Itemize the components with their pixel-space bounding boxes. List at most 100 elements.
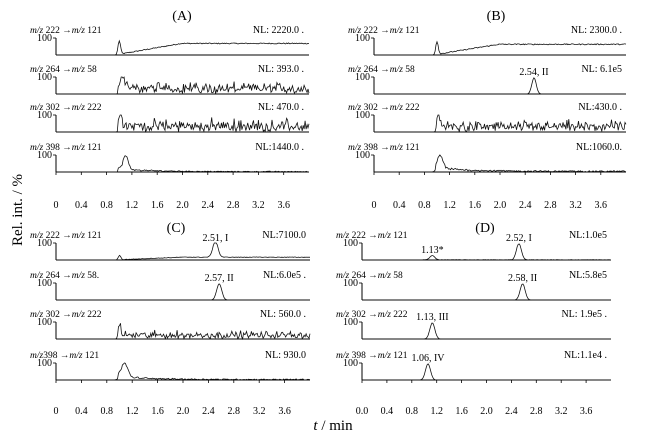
- transition-part: 302 →: [361, 103, 390, 113]
- chart-panel-d: (D)m/z 222 →m/z 121 NL:1.0e51001.13*2.52,…: [336, 221, 612, 417]
- transition-part: 398 →: [43, 351, 69, 361]
- transition-part: m/z: [378, 271, 392, 281]
- transition-part: m/z: [30, 231, 44, 241]
- transition-part: m/z: [30, 310, 44, 320]
- x-axis-ticks: 0 0.4 0.8 1.2 1.6 2.0 2.4 2.8 3.2 3.6: [54, 172, 290, 211]
- x-tick-label: 2.8: [227, 200, 240, 211]
- transition-part: 222: [85, 310, 102, 320]
- peak-label: 1.13*: [421, 245, 444, 256]
- trace-1: m/z 222 →m/z 121 NL:1.0e5 100 1.13* 2.52, I: [336, 230, 612, 261]
- transition-part: m/z: [378, 310, 392, 320]
- x-tick-label: 3.6: [595, 200, 608, 211]
- transition-part: m/z: [336, 231, 350, 241]
- transition-part: 121: [403, 143, 420, 153]
- y-tick-label: 100: [37, 317, 52, 328]
- transition-part: 222 →: [43, 231, 72, 241]
- transition-part: m/z: [30, 143, 44, 153]
- peak-label: 2.54, II: [519, 67, 548, 78]
- x-axis-ticks: 0.0 0.4 0.8 1.2 1.6 2.0 2.4 2.8 3.2 3.6: [356, 380, 592, 417]
- x-tick-label: 0.8: [101, 406, 114, 417]
- trace-1: m/z 222 →m/z 121 NL: 2220.0 . 100: [30, 25, 310, 56]
- trace-line: [362, 363, 611, 381]
- trace-4: m/z 398 →m/z 121 NL:1440.0 . 100: [30, 142, 310, 173]
- x-tick-label: 2.4: [202, 406, 215, 417]
- trace-line: [56, 155, 310, 173]
- x-tick-label: 2.0: [176, 200, 189, 211]
- y-tick-label: 100: [355, 72, 370, 83]
- transition-part: 398 →: [349, 351, 378, 361]
- nl-value: NL: 560.0 .: [260, 309, 306, 320]
- transition-part: m/z: [30, 271, 44, 281]
- transition-part: 302 →: [43, 310, 72, 320]
- trace-line: [374, 77, 626, 95]
- x-tick-label: 1.6: [469, 200, 482, 211]
- transition-part: m/z: [336, 351, 350, 361]
- trace-line: [374, 114, 627, 133]
- x-tick-label: 2.0: [177, 406, 190, 417]
- x-tick-label: 3.2: [555, 406, 568, 417]
- nl-value: NL:5.8e5: [569, 270, 607, 281]
- transition-label: m/z398 →m/z 121: [30, 351, 99, 361]
- transition-part: 264 →: [349, 271, 378, 281]
- peak-label: 1.06, IV: [411, 353, 445, 364]
- trace-1: m/z 222 →m/z 121 NL: 2300.0 . 100: [348, 25, 627, 56]
- transition-part: m/z: [390, 143, 404, 153]
- transition-label: m/z 398 →m/z 121: [30, 143, 102, 153]
- x-axis-label-unit: / min: [318, 418, 354, 434]
- y-tick-label: 100: [37, 72, 52, 83]
- transition-part: 398 →: [361, 143, 390, 153]
- transition-part: 398 →: [43, 143, 72, 153]
- transition-part: 58: [403, 65, 415, 75]
- trace-2: m/z 264 →m/z 58 NL: 6.1e5 100 2.54, II: [348, 64, 626, 95]
- x-axis-label-variable: t: [313, 418, 318, 434]
- transition-part: 121: [391, 231, 408, 241]
- y-tick-label: 100: [37, 238, 52, 249]
- x-tick-label: 0.4: [75, 406, 88, 417]
- peak-label: 2.52, I: [506, 233, 532, 244]
- trace-2: m/z 264 →m/z 58 NL:5.8e5 100 2.58, II: [336, 270, 611, 301]
- transition-part: m/z: [72, 271, 86, 281]
- transition-label: m/z 222 →m/z 121: [348, 26, 420, 36]
- nl-value: NL: 2300.0 .: [571, 25, 622, 36]
- transition-label: m/z 302 →m/z 222: [336, 310, 408, 320]
- x-tick-label: 2.8: [530, 406, 543, 417]
- transition-part: m/z: [378, 351, 392, 361]
- panel-label: (A): [172, 9, 192, 24]
- transition-part: 121: [403, 26, 420, 36]
- x-tick-label: 3.6: [278, 406, 291, 417]
- nl-value: NL: 393.0 .: [258, 64, 304, 75]
- x-tick-label: 2.4: [505, 406, 518, 417]
- nl-value: NL:430.0 .: [578, 102, 622, 113]
- transition-part: 222: [403, 103, 420, 113]
- trace-line: [362, 243, 612, 261]
- transition-label: m/z 398 →m/z 121: [348, 143, 420, 153]
- y-tick-label: 100: [355, 33, 370, 44]
- x-tick-label: 1.2: [126, 406, 139, 417]
- nl-value: NL:1440.0 .: [255, 142, 304, 153]
- nl-value: NL: 930.0: [265, 350, 306, 361]
- x-tick-label: 1.2: [443, 200, 456, 211]
- y-tick-label: 100: [37, 150, 52, 161]
- x-tick-label: 1.2: [126, 200, 139, 211]
- transition-part: m/z: [390, 65, 404, 75]
- trace-line: [374, 154, 627, 173]
- y-tick-label: 100: [355, 110, 370, 121]
- transition-label: m/z 264 →m/z 58.: [30, 271, 99, 281]
- trace-3: m/z 302 →m/z 222 NL: 560.0 . 100: [30, 309, 311, 341]
- y-tick-label: 100: [343, 358, 358, 369]
- transition-part: m/z: [72, 103, 86, 113]
- x-tick-label: 2.4: [519, 200, 532, 211]
- nl-value: NL:7100.0: [262, 230, 306, 241]
- x-tick-label: 2.4: [202, 200, 215, 211]
- nl-value: NL: 2220.0 .: [253, 25, 304, 36]
- transition-label: m/z 264 →m/z 58: [348, 65, 415, 75]
- transition-part: 222 →: [43, 26, 72, 36]
- transition-part: 264 →: [361, 65, 390, 75]
- panel-label: (C): [167, 221, 186, 236]
- transition-label: m/z 302 →m/z 222: [30, 103, 102, 113]
- nl-value: NL: 1.9e5 .: [561, 309, 607, 320]
- x-tick-label: 1.2: [430, 406, 443, 417]
- transition-part: 264 →: [43, 65, 72, 75]
- trace-line: [56, 323, 311, 341]
